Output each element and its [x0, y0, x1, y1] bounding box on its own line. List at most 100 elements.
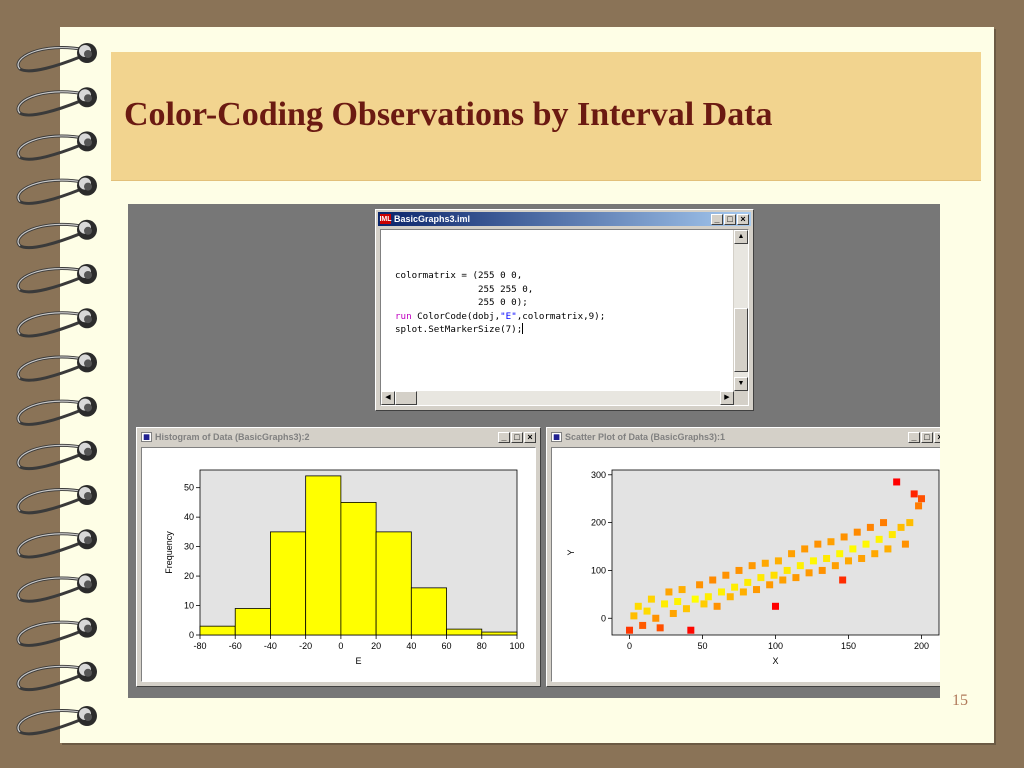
scatter-point — [652, 614, 660, 622]
x-tick-label: 40 — [406, 641, 416, 651]
scatter-point — [853, 528, 861, 536]
scatter-point — [818, 566, 826, 574]
text-caret — [522, 323, 524, 334]
code-editor[interactable]: colormatrix = (255 0 0, 255 255 0, 255 0… — [380, 229, 749, 406]
x-tick-label: -60 — [229, 641, 242, 651]
slide-title: Color-Coding Observations by Interval Da… — [124, 96, 773, 133]
plot-background — [611, 469, 940, 636]
scroll-thumb-horizontal[interactable] — [395, 391, 417, 405]
y-tick-label: 50 — [184, 483, 194, 493]
maximize-button[interactable]: □ — [921, 431, 933, 443]
histogram-window-titlebar[interactable]: ▦ Histogram of Data (BasicGraphs3):2 _ □… — [139, 430, 538, 444]
close-button[interactable]: × — [737, 213, 749, 225]
scatter-point — [639, 621, 647, 629]
scatter-point — [814, 540, 822, 548]
scroll-down-icon[interactable]: ▼ — [734, 377, 748, 391]
scatter-plot-area[interactable]: 0 50 100 150 200 0 100 200 300 X Y — [551, 447, 940, 682]
x-tick-label: 50 — [698, 641, 708, 651]
graph-window-icon: ▦ — [551, 432, 562, 442]
y-tick-label: 0 — [189, 630, 194, 640]
scatter-point — [788, 550, 796, 558]
scatter-point — [630, 612, 638, 620]
y-tick-label: 300 — [591, 470, 606, 480]
ring-wire — [16, 222, 87, 250]
histogram-window-title: Histogram of Data (BasicGraphs3):2 — [155, 432, 310, 442]
y-tick-label: 0 — [601, 613, 606, 623]
scatter-point — [906, 519, 914, 527]
ring-hole-center — [84, 447, 92, 456]
ring-hole-center — [84, 536, 92, 545]
code-line: colormatrix = (255 0 0, — [395, 270, 523, 281]
scatter-point — [682, 605, 690, 613]
histogram-plot-area[interactable]: -80 -60 -40 -20 0 20 40 60 80 100 0 10 20 30 40 50 E Freq… — [141, 447, 536, 682]
scatter-window-titlebar[interactable]: ▦ Scatter Plot of Data (BasicGraphs3):1 … — [549, 430, 940, 444]
scatter-point — [726, 593, 734, 601]
scatter-point — [713, 602, 721, 610]
code-text[interactable]: colormatrix = (255 0 0, 255 255 0, 255 0… — [395, 269, 605, 337]
minimize-button[interactable]: _ — [908, 431, 920, 443]
horizontal-scrollbar[interactable]: ◀ ▶ — [381, 391, 734, 405]
y-axis-label: Y — [566, 549, 576, 555]
scatter-point — [871, 550, 879, 558]
ring-wire — [16, 46, 87, 73]
scatter-point — [626, 626, 634, 634]
y-tick-label: 20 — [184, 571, 194, 581]
code-window-titlebar[interactable]: IML BasicGraphs3.iml _ □ × — [378, 212, 751, 226]
scatter-chart[interactable]: 0 50 100 150 200 0 100 200 300 X Y — [552, 448, 940, 682]
maximize-button[interactable]: □ — [511, 431, 523, 443]
ring-hole-center — [84, 50, 92, 58]
ring-wire — [16, 399, 87, 426]
x-tick-label: -40 — [264, 641, 277, 651]
title-band: Color-Coding Observations by Interval Da… — [111, 52, 981, 181]
code-line: splot.SetMarkerSize(7); — [395, 324, 523, 335]
histogram-chart[interactable]: -80 -60 -40 -20 0 20 40 60 80 100 0 10 20 30 40 50 E Freq… — [142, 448, 536, 682]
scroll-left-icon[interactable]: ◀ — [381, 391, 395, 405]
scatter-point — [748, 562, 756, 570]
y-tick-label: 30 — [184, 542, 194, 552]
ring-wire — [16, 355, 87, 382]
y-axis-label: Frequency — [164, 531, 174, 574]
scroll-right-icon[interactable]: ▶ — [720, 391, 734, 405]
ring-hole-center — [84, 668, 92, 677]
scatter-point — [691, 595, 699, 603]
scatter-point — [809, 557, 817, 565]
scatter-point — [669, 609, 677, 617]
histogram-bar — [446, 628, 483, 636]
scatter-point — [805, 569, 813, 577]
scatter-point — [731, 583, 739, 591]
resize-grip-icon[interactable] — [734, 391, 748, 405]
x-tick-label: -80 — [193, 641, 206, 651]
close-button[interactable]: × — [524, 431, 536, 443]
scroll-thumb[interactable] — [734, 308, 748, 372]
ring-wire — [16, 620, 87, 647]
scatter-window[interactable]: ▦ Scatter Plot of Data (BasicGraphs3):1 … — [546, 427, 940, 687]
scatter-point — [739, 588, 747, 596]
histogram-window[interactable]: ▦ Histogram of Data (BasicGraphs3):2 _ □… — [136, 427, 541, 687]
maximize-button[interactable]: □ — [724, 213, 736, 225]
scatter-point — [915, 502, 923, 510]
x-tick-label: -20 — [299, 641, 312, 651]
scatter-point — [831, 562, 839, 570]
ring-wire — [16, 664, 87, 692]
x-tick-label: 0 — [338, 641, 343, 651]
ring-wire-highlight — [17, 46, 87, 70]
scatter-point — [665, 588, 673, 596]
iml-icon: IML — [379, 214, 392, 224]
vertical-scrollbar[interactable]: ▲ ▼ — [733, 230, 748, 391]
ring-wire — [16, 90, 87, 117]
scroll-up-icon[interactable]: ▲ — [734, 230, 748, 244]
x-tick-label: 100 — [768, 641, 783, 651]
minimize-button[interactable]: _ — [498, 431, 510, 443]
scatter-point — [823, 554, 831, 562]
x-tick-label: 200 — [914, 641, 929, 651]
ring-wire — [16, 178, 87, 205]
x-tick-label: 60 — [442, 641, 452, 651]
close-button[interactable]: × — [934, 431, 940, 443]
minimize-button[interactable]: _ — [711, 213, 723, 225]
ring-wire-highlight — [17, 179, 87, 203]
ring-wire — [16, 576, 87, 603]
histogram-bar — [481, 631, 518, 636]
scatter-point — [779, 576, 787, 584]
code-window[interactable]: IML BasicGraphs3.iml _ □ × colormatrix =… — [375, 209, 754, 411]
scatter-point — [661, 600, 669, 608]
